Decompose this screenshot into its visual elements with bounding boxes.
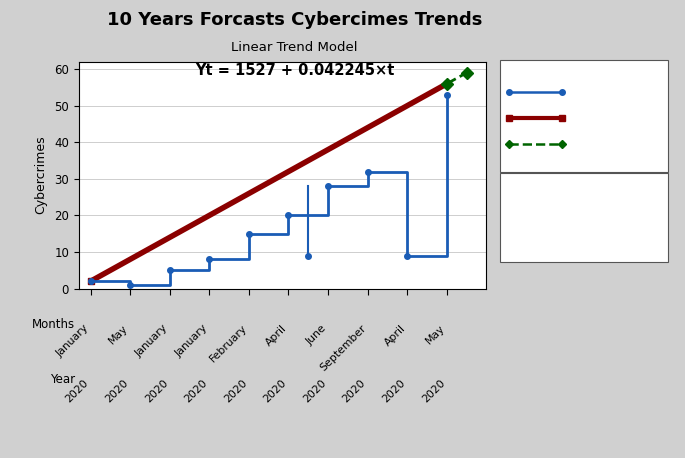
Text: 4.686: 4.686 bbox=[621, 215, 653, 225]
Text: Linear Trend Model: Linear Trend Model bbox=[232, 41, 358, 54]
Text: February: February bbox=[208, 323, 249, 364]
Text: June: June bbox=[304, 323, 328, 347]
Text: May: May bbox=[108, 323, 130, 346]
Text: 2020: 2020 bbox=[380, 378, 407, 404]
Text: Year: Year bbox=[50, 373, 75, 386]
Text: Forecasts: Forecasts bbox=[566, 139, 619, 149]
Text: 2020: 2020 bbox=[262, 378, 288, 404]
Text: Accuracy Measures: Accuracy Measures bbox=[523, 180, 644, 191]
Text: 2020: 2020 bbox=[341, 378, 368, 404]
Text: Months: Months bbox=[32, 318, 75, 331]
Text: 32.499: 32.499 bbox=[614, 235, 653, 245]
Text: MAD: MAD bbox=[521, 215, 547, 225]
Text: 2020: 2020 bbox=[222, 378, 249, 404]
Text: 2020: 2020 bbox=[103, 378, 130, 404]
Text: Actual: Actual bbox=[566, 87, 601, 97]
Text: January: January bbox=[134, 323, 170, 359]
Text: Variable: Variable bbox=[556, 67, 611, 80]
Text: 2020: 2020 bbox=[420, 378, 447, 404]
Text: Fits: Fits bbox=[566, 113, 586, 123]
Text: 2020: 2020 bbox=[64, 378, 90, 404]
Text: 2020: 2020 bbox=[183, 378, 210, 404]
Text: 100.936: 100.936 bbox=[607, 195, 653, 205]
Text: May: May bbox=[424, 323, 447, 346]
Text: MAPE: MAPE bbox=[521, 195, 551, 205]
Text: April: April bbox=[264, 323, 288, 348]
Text: 10 Years Forcasts Cybercimes Trends: 10 Years Forcasts Cybercimes Trends bbox=[107, 11, 482, 29]
Text: January: January bbox=[173, 323, 210, 359]
Text: April: April bbox=[382, 323, 407, 348]
Text: MSD: MSD bbox=[521, 235, 546, 245]
Text: January: January bbox=[55, 323, 90, 359]
Text: 2020: 2020 bbox=[301, 378, 328, 404]
Text: 2020: 2020 bbox=[143, 378, 170, 404]
Text: Yt = 1527 + 0.042245×t: Yt = 1527 + 0.042245×t bbox=[195, 63, 395, 78]
Y-axis label: Cybercrimes: Cybercrimes bbox=[34, 136, 47, 214]
Text: September: September bbox=[318, 323, 368, 373]
